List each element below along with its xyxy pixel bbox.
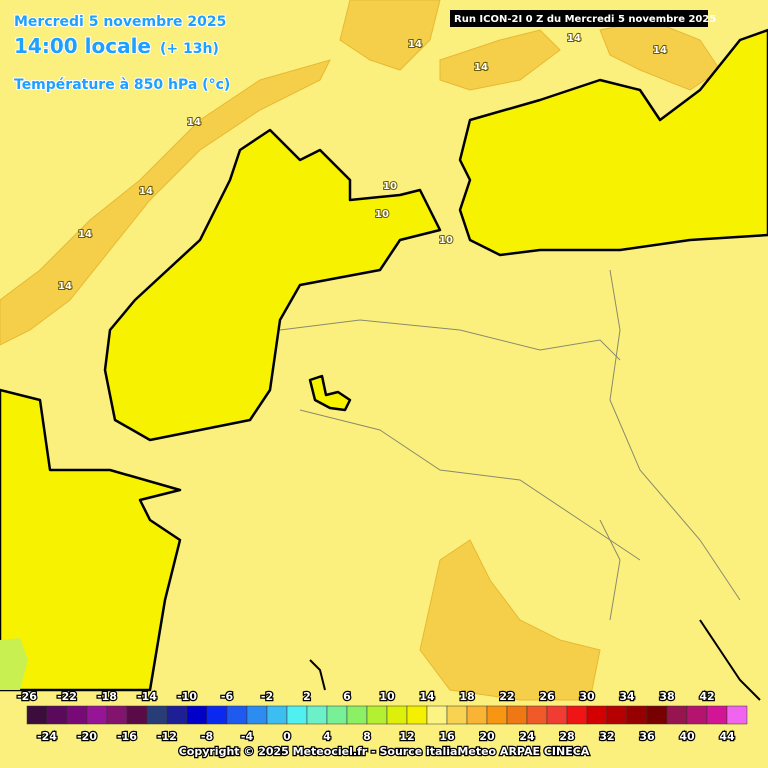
legend-label: 22 bbox=[499, 690, 514, 703]
legend-swatch bbox=[686, 705, 708, 725]
contour-label: 14 bbox=[408, 39, 422, 50]
legend-swatch bbox=[506, 705, 528, 725]
legend-swatch bbox=[466, 705, 488, 725]
legend-label: 6 bbox=[343, 690, 351, 703]
legend-label: -24 bbox=[37, 730, 57, 743]
legend-label: 34 bbox=[619, 690, 635, 703]
legend-label: 32 bbox=[599, 730, 614, 743]
legend-swatch bbox=[86, 705, 108, 725]
legend-label: 8 bbox=[363, 730, 371, 743]
legend-swatch bbox=[306, 705, 328, 725]
contour-label: 14 bbox=[474, 62, 488, 73]
legend-label: -22 bbox=[57, 690, 77, 703]
lead-time: (+ 13h) bbox=[160, 41, 219, 57]
legend-swatch bbox=[286, 705, 308, 725]
legend-swatch bbox=[146, 705, 168, 725]
legend-swatch bbox=[406, 705, 428, 725]
legend-swatch bbox=[346, 705, 368, 725]
legend-label: 28 bbox=[559, 730, 574, 743]
legend-label: 36 bbox=[639, 730, 655, 743]
legend-label: 30 bbox=[579, 690, 595, 703]
legend-label: 40 bbox=[679, 730, 695, 743]
legend-swatch bbox=[326, 705, 348, 725]
run-box bbox=[450, 10, 708, 27]
legend-label: -26 bbox=[17, 690, 37, 703]
legend-swatch bbox=[526, 705, 548, 725]
warm-patches bbox=[0, 0, 721, 701]
legend-label: 2 bbox=[303, 690, 311, 703]
legend-swatch bbox=[66, 705, 88, 725]
legend-swatch bbox=[486, 705, 508, 725]
contour-label: 10 bbox=[375, 209, 389, 220]
legend-swatch bbox=[626, 705, 648, 725]
legend-label: 24 bbox=[519, 730, 535, 743]
legend-label: -2 bbox=[261, 690, 273, 703]
legend-swatch bbox=[106, 705, 128, 725]
legend-swatch bbox=[26, 705, 48, 725]
legend-swatch bbox=[206, 705, 228, 725]
contour-label: 10 bbox=[439, 235, 453, 246]
legend-swatch bbox=[226, 705, 248, 725]
legend-label: 18 bbox=[459, 690, 474, 703]
legend-swatch bbox=[566, 705, 588, 725]
contour-label: 14 bbox=[139, 186, 153, 197]
borders bbox=[279, 269, 741, 621]
legend-swatch bbox=[706, 705, 728, 725]
legend-swatch bbox=[726, 705, 748, 725]
legend-swatch bbox=[446, 705, 468, 725]
legend-swatch bbox=[426, 705, 448, 725]
legend-swatch bbox=[366, 705, 388, 725]
yellow-regions bbox=[0, 28, 768, 692]
legend-label: 4 bbox=[323, 730, 331, 743]
legend-label: 16 bbox=[439, 730, 455, 743]
legend-swatch bbox=[666, 705, 688, 725]
field-name: Température à 850 hPa (°c) bbox=[14, 77, 230, 93]
time: 14:00 locale bbox=[14, 34, 151, 58]
legend-label: -12 bbox=[157, 730, 177, 743]
legend-label: -20 bbox=[77, 730, 97, 743]
run-info: Run ICON-2I 0 Z du Mercredi 5 novembre 2… bbox=[454, 14, 716, 25]
legend-swatch bbox=[386, 705, 408, 725]
copyright: Copyright © 2025 Meteociel.fr - Source i… bbox=[179, 745, 590, 758]
legend-label: 10 bbox=[379, 690, 395, 703]
legend-swatch bbox=[646, 705, 668, 725]
legend-label: 12 bbox=[399, 730, 414, 743]
legend-swatch bbox=[546, 705, 568, 725]
coastline bbox=[309, 619, 761, 701]
legend-label: 26 bbox=[539, 690, 555, 703]
legend-label: -10 bbox=[177, 690, 197, 703]
contour-label: 14 bbox=[567, 33, 581, 44]
legend-swatch bbox=[126, 705, 148, 725]
legend-swatch bbox=[246, 705, 268, 725]
legend-swatch bbox=[266, 705, 288, 725]
green-patch bbox=[0, 638, 28, 690]
legend-label: 38 bbox=[659, 690, 674, 703]
legend-label: 20 bbox=[479, 730, 495, 743]
contour-label: 14 bbox=[78, 229, 92, 240]
legend-swatch bbox=[606, 705, 628, 725]
legend-label: -8 bbox=[201, 730, 213, 743]
legend-label: 42 bbox=[699, 690, 714, 703]
contour-label: 14 bbox=[653, 45, 667, 56]
legend-swatch bbox=[166, 705, 188, 725]
date: Mercredi 5 novembre 2025 bbox=[14, 14, 226, 30]
legend-label: 14 bbox=[419, 690, 435, 703]
legend-label: -4 bbox=[241, 730, 254, 743]
legend-swatch bbox=[586, 705, 608, 725]
contour-label: 14 bbox=[58, 281, 72, 292]
legend-label: -14 bbox=[137, 690, 157, 703]
legend-label: -18 bbox=[97, 690, 117, 703]
contour-label: 10 bbox=[383, 181, 397, 192]
contour-label: 14 bbox=[187, 117, 201, 128]
legend-label: 0 bbox=[283, 730, 291, 743]
legend-swatch bbox=[46, 705, 68, 725]
legend-label: -6 bbox=[221, 690, 234, 703]
legend-label: -16 bbox=[117, 730, 137, 743]
legend-swatch bbox=[186, 705, 208, 725]
legend-label: 44 bbox=[719, 730, 735, 743]
